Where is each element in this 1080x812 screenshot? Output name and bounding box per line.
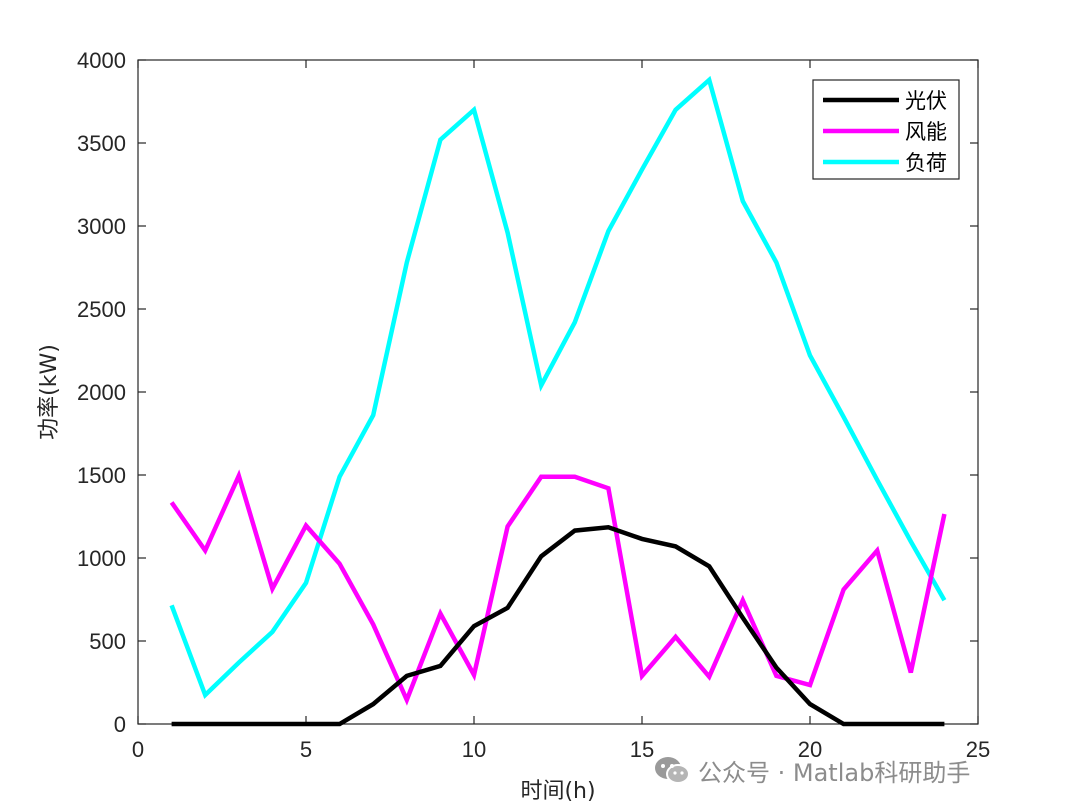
y-tick-label: 500 bbox=[89, 629, 126, 654]
x-tick-label: 25 bbox=[966, 737, 990, 762]
x-tick-label: 20 bbox=[798, 737, 822, 762]
wechat-icon bbox=[652, 754, 692, 786]
y-tick-label: 4000 bbox=[77, 48, 126, 73]
legend-label-0: 光伏 bbox=[905, 89, 947, 113]
y-tick-label: 2000 bbox=[77, 380, 126, 405]
x-tick-label: 15 bbox=[630, 737, 654, 762]
y-tick-label: 1500 bbox=[77, 463, 126, 488]
y-tick-label: 1000 bbox=[77, 546, 126, 571]
y-tick-label: 3500 bbox=[77, 131, 126, 156]
x-tick-label: 5 bbox=[300, 737, 312, 762]
legend-label-2: 负荷 bbox=[905, 151, 947, 175]
series-lines bbox=[169, 75, 947, 727]
x-axis-title: 时间(h) bbox=[520, 779, 595, 804]
y-tick-label: 0 bbox=[114, 712, 126, 737]
x-tick-label: 0 bbox=[132, 737, 144, 762]
x-tick-label: 10 bbox=[462, 737, 486, 762]
y-axis-title: 功率(kW) bbox=[37, 344, 62, 440]
series-line-0 bbox=[171, 525, 945, 727]
y-tick-label: 2500 bbox=[77, 297, 126, 322]
legend-label-1: 风能 bbox=[905, 120, 947, 144]
watermark: 公众号 · Matlab科研助手 bbox=[652, 752, 970, 788]
watermark-text: 公众号 · Matlab科研助手 bbox=[698, 758, 971, 787]
series-line-1 bbox=[169, 469, 947, 706]
tick-labels: 0 5 10 15 20 25 0 500 1000 1500 2000 2500 3000 3500 40… bbox=[77, 48, 990, 762]
y-tick-label: 3000 bbox=[77, 214, 126, 239]
series-line-2 bbox=[169, 75, 947, 699]
